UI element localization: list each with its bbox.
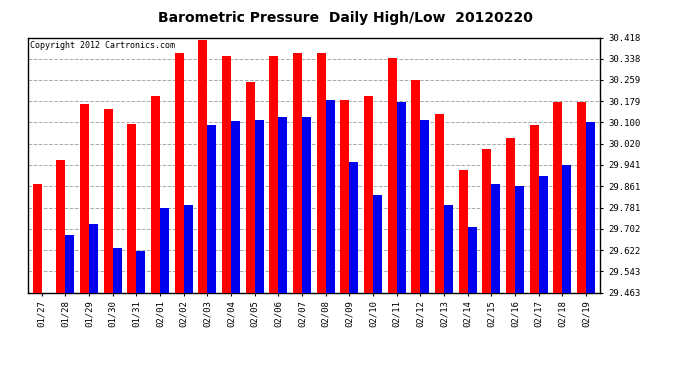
Bar <box>66 234 75 292</box>
Bar <box>468 226 477 292</box>
Bar <box>231 121 240 292</box>
Bar <box>577 102 586 292</box>
Bar <box>562 165 571 292</box>
Bar <box>553 102 562 292</box>
Bar <box>397 102 406 292</box>
Bar <box>530 125 539 292</box>
Bar <box>506 138 515 292</box>
Bar <box>364 96 373 292</box>
Bar <box>279 117 288 292</box>
Bar <box>317 53 326 292</box>
Bar <box>80 104 89 292</box>
Bar <box>222 56 231 292</box>
Bar <box>302 117 311 292</box>
Bar <box>326 100 335 292</box>
Bar <box>255 120 264 292</box>
Bar <box>184 205 193 292</box>
Bar <box>340 100 349 292</box>
Bar <box>246 82 255 292</box>
Bar <box>175 53 184 292</box>
Bar <box>199 40 208 292</box>
Bar <box>435 114 444 292</box>
Bar <box>539 176 548 292</box>
Bar <box>586 122 595 292</box>
Bar <box>491 184 500 292</box>
Bar <box>160 208 169 292</box>
Bar <box>459 171 468 292</box>
Bar <box>515 186 524 292</box>
Bar <box>57 160 66 292</box>
Text: Copyright 2012 Cartronics.com: Copyright 2012 Cartronics.com <box>30 41 175 50</box>
Bar <box>104 109 112 292</box>
Bar <box>128 124 137 292</box>
Bar <box>444 205 453 292</box>
Bar <box>420 120 429 292</box>
Bar <box>208 125 217 292</box>
Bar <box>293 53 302 292</box>
Bar <box>482 149 491 292</box>
Text: Barometric Pressure  Daily High/Low  20120220: Barometric Pressure Daily High/Low 20120… <box>157 11 533 25</box>
Bar <box>270 56 279 292</box>
Bar <box>137 251 146 292</box>
Bar <box>33 184 42 292</box>
Bar <box>349 162 358 292</box>
Bar <box>388 58 397 292</box>
Bar <box>112 248 122 292</box>
Bar <box>89 224 98 292</box>
Bar <box>411 80 420 292</box>
Bar <box>373 195 382 292</box>
Bar <box>151 96 160 292</box>
